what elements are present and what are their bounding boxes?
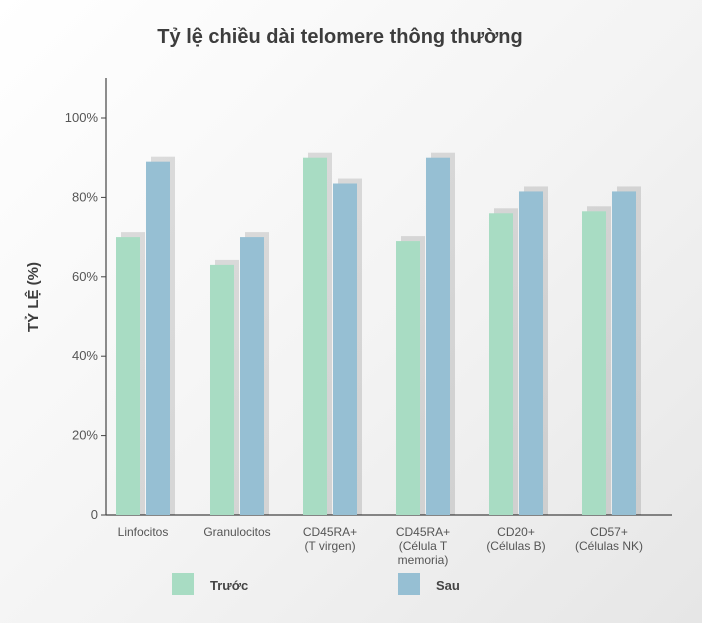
bar [210,264,234,515]
bar [489,213,513,515]
bar [519,191,543,515]
bar [426,157,450,515]
legend-swatch [172,573,194,595]
y-tick-label: 80% [72,189,98,204]
bar [582,211,606,516]
x-tick-label: (Célula T [399,539,448,553]
y-tick-label: 0 [91,507,98,522]
x-tick-label: CD57+ [590,525,628,539]
legend-swatch [398,573,420,595]
bar [146,161,170,516]
bar [333,183,357,515]
x-tick-label: memoria) [398,553,449,567]
x-tick-label: CD45RA+ [396,525,450,539]
bar [396,241,420,515]
legend-label: Sau [436,578,460,593]
x-tick-label: CD45RA+ [303,525,357,539]
x-tick-label: (Células B) [486,539,545,553]
y-axis-label: TỶ LỆ (%) [24,262,42,332]
bar [303,157,327,515]
x-tick-label: CD20+ [497,525,535,539]
y-tick-label: 60% [72,269,98,284]
y-tick-label: 100% [65,110,99,125]
legend-label: Trước [210,578,248,593]
bar [116,237,140,515]
x-tick-label: Granulocitos [203,525,270,539]
y-tick-label: 20% [72,428,98,443]
chart-title: Tỷ lệ chiều dài telomere thông thường [157,26,523,48]
x-tick-label: (T virgen) [304,539,355,553]
x-tick-label: (Células NK) [575,539,643,553]
bar [240,237,264,515]
bar [612,191,636,515]
x-tick-label: Linfocitos [118,525,169,539]
y-tick-label: 40% [72,348,98,363]
